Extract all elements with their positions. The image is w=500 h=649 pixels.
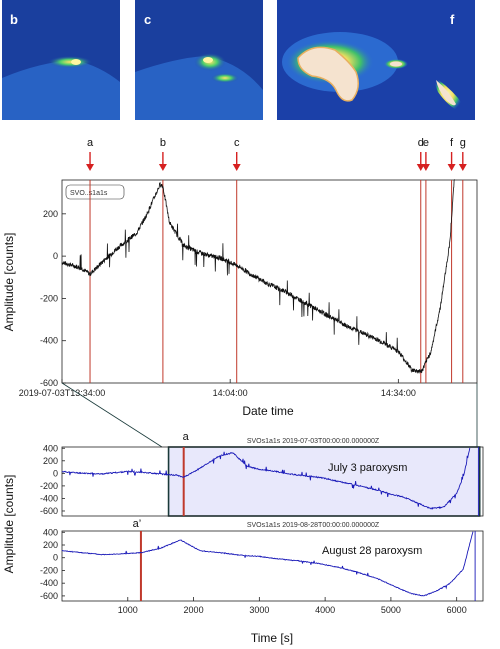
y-tick-label: 0 <box>53 468 58 478</box>
event-label: f <box>450 137 454 149</box>
y-tick-label: 200 <box>43 209 58 219</box>
x-tick-label: 3000 <box>249 605 269 615</box>
event-arrowhead <box>158 164 167 171</box>
event-arrowhead <box>458 164 467 171</box>
thumbnail-label: b <box>10 12 18 27</box>
y-tick-label: -400 <box>40 336 58 346</box>
station-badge <box>65 184 125 200</box>
x-tick-label: 14:04:00 <box>213 388 248 398</box>
series-line <box>61 531 474 597</box>
y-tick-label: 400 <box>43 527 58 537</box>
series-layer <box>61 447 479 516</box>
plot-frame <box>61 179 478 384</box>
event-arrowhead <box>447 164 456 171</box>
y-tick-label: -400 <box>40 493 58 503</box>
plot-frame <box>61 446 484 517</box>
x-tick-label: 6000 <box>447 605 467 615</box>
station-label: SVO..s1a1s <box>70 190 108 197</box>
series-layer <box>61 531 476 601</box>
x-tick-label: 5000 <box>381 605 401 615</box>
series-line <box>61 179 455 374</box>
x-tick-label: 1000 <box>118 605 138 615</box>
event-label: a <box>183 431 190 443</box>
event-arrowhead <box>421 164 430 171</box>
event-label: b <box>160 137 166 149</box>
thumbnail-b: b <box>2 0 120 120</box>
y-tick-label: 200 <box>43 540 58 550</box>
event-label: a <box>87 137 94 149</box>
event-arrowhead <box>232 164 241 171</box>
thumbnail-f: f <box>277 0 475 120</box>
event-label: a’ <box>133 518 142 530</box>
y-axis-ticks: 400 200 0 -200 -400 -600 <box>40 443 65 516</box>
x-axis-ticks: 1000 2000 3000 4000 5000 6000 <box>118 597 467 615</box>
y-tick-label: -200 <box>40 565 58 575</box>
zoom-highlight <box>167 446 481 517</box>
paroxysm-annotation: August 28 paroxysm <box>322 545 422 557</box>
y-tick-label: -400 <box>40 578 58 588</box>
y-axis-ticks: 400 200 0 -200 -400 -600 <box>40 527 65 601</box>
y-tick-label: -600 <box>40 506 58 516</box>
y-tick-label: 0 <box>53 251 58 261</box>
plot-frame <box>61 530 484 602</box>
thumbnail-label: f <box>450 12 455 27</box>
y-tick-label: 0 <box>53 553 58 563</box>
y-tick-label: 200 <box>43 456 58 466</box>
x-axis-label: Date time <box>242 404 294 418</box>
x-axis-ticks: 2019-07-03T13:34:00 14:04:00 14:34:00 <box>19 379 416 398</box>
thumbnail-label: c <box>144 12 151 27</box>
paroxysm-annotation: July 3 paroxysm <box>328 462 407 474</box>
y-tick-label: -200 <box>40 481 58 491</box>
x-tick-label: 14:34:00 <box>381 388 416 398</box>
panel-title: SVOs1a1s 2019-08-28T00:00:00.000000Z <box>247 522 380 529</box>
august-panel: SVOs1a1s 2019-08-28T00:00:00.000000Z 400… <box>2 475 484 645</box>
july-panel: SVOs1a1s 2019-07-03T00:00:00.000000Z 400… <box>40 431 484 517</box>
x-tick-label: 4000 <box>315 605 335 615</box>
event-label: g <box>460 137 466 149</box>
panel-title: SVOs1a1s 2019-07-03T00:00:00.000000Z <box>247 438 380 445</box>
event-label: e <box>423 137 429 149</box>
event-arrowhead <box>86 164 95 171</box>
y-tick-label: -600 <box>40 378 58 388</box>
y-tick-label: -600 <box>40 591 58 601</box>
event-arrowhead <box>416 164 425 171</box>
thumbnail-c: c <box>135 0 263 120</box>
event-lines <box>89 180 464 383</box>
x-axis-label: Time [s] <box>251 631 293 645</box>
y-tick-label: -200 <box>40 293 58 303</box>
y-axis-label: Amplitude [counts] <box>2 475 16 574</box>
y-tick-label: 400 <box>43 443 58 453</box>
series-line <box>61 447 471 510</box>
zoom-connector-left <box>61 382 163 448</box>
x-tick-label: 2019-07-03T13:34:00 <box>19 388 106 398</box>
series-layer <box>61 179 455 374</box>
x-tick-label: 2000 <box>184 605 204 615</box>
event-label: c <box>234 137 240 149</box>
event-label: d <box>418 137 424 149</box>
y-axis-label: Amplitude [counts] <box>2 233 16 332</box>
